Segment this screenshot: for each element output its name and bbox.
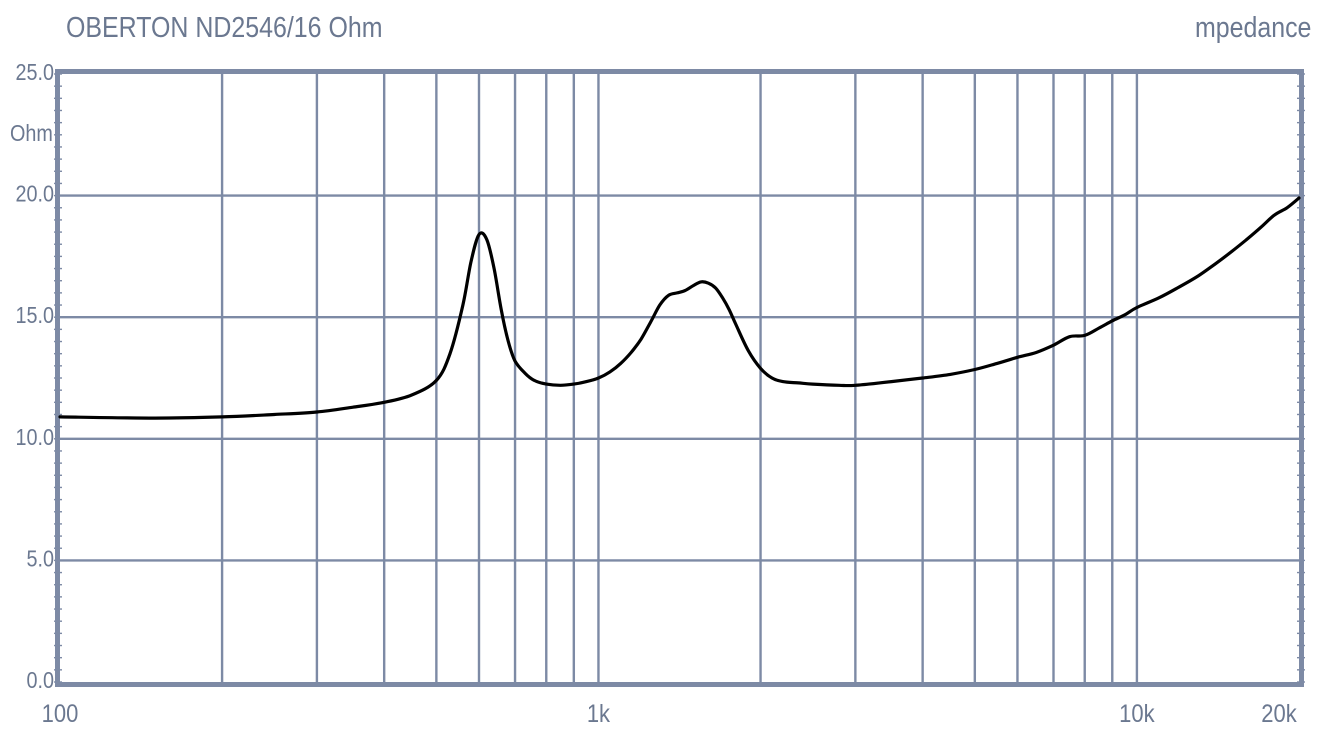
y-tick-label: 15.0 bbox=[16, 303, 55, 329]
plot-frame bbox=[55, 69, 1304, 687]
x-tick-label: 10k bbox=[1119, 700, 1155, 728]
y-tick-labels: 0.0 5.0 10.0 15.0 20.0 25.0 bbox=[16, 60, 55, 694]
chart-title: OBERTON ND2546/16 Ohm bbox=[66, 12, 383, 44]
minor-ticks bbox=[54, 73, 1305, 683]
grid bbox=[60, 74, 1299, 682]
x-tick-label: 20k bbox=[1261, 700, 1297, 728]
y-tick-label: 20.0 bbox=[16, 181, 55, 207]
y-tick-label: 0.0 bbox=[27, 668, 55, 694]
x-tick-label: 100 bbox=[42, 700, 79, 728]
y-tick-label: 25.0 bbox=[16, 60, 55, 86]
y-axis-label: Ohm bbox=[10, 121, 53, 147]
x-tick-label: 1k bbox=[587, 700, 610, 728]
brand-label: mpedance bbox=[1194, 12, 1311, 44]
x-tick-labels: 100 1k 10k 20k bbox=[42, 700, 1297, 728]
y-tick-label: 10.0 bbox=[16, 424, 55, 450]
impedance-curve bbox=[58, 196, 1301, 420]
y-tick-label: 5.0 bbox=[27, 546, 55, 572]
